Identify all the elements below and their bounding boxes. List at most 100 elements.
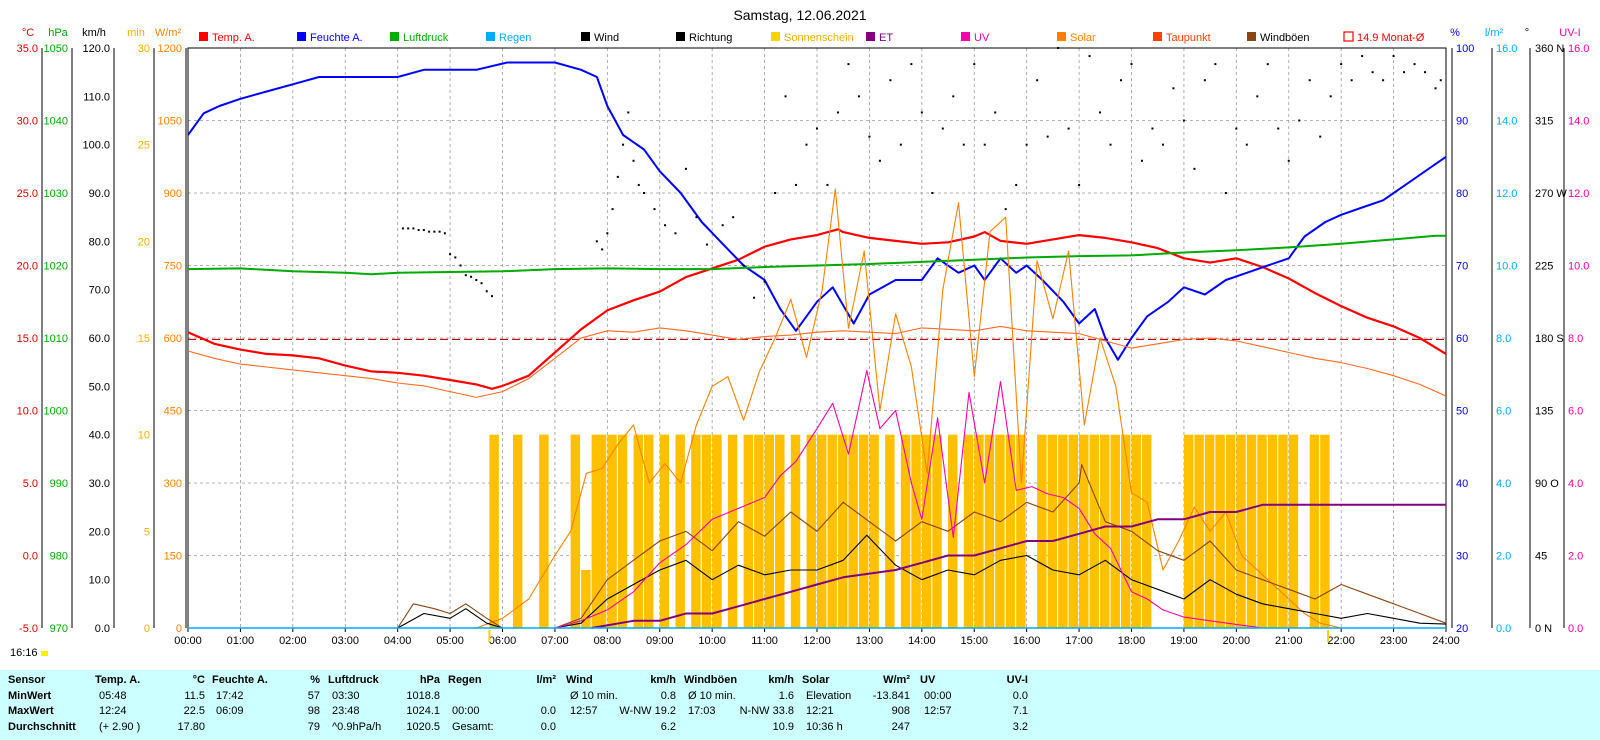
- direction-dot: [868, 135, 871, 138]
- legend-label: Windböen: [1260, 32, 1310, 44]
- panel-col-head: Feuchte A.: [212, 674, 268, 686]
- direction-dot: [480, 282, 483, 285]
- panel-cell-value: W-NW 19.2: [619, 705, 676, 717]
- sunshine-bar: [963, 434, 974, 628]
- axis-unit-temp: °C: [22, 27, 34, 39]
- axis-tick-sun: 25: [138, 140, 150, 152]
- sunshine-bar: [1079, 434, 1089, 628]
- axis-tick-dir: 360 N: [1535, 43, 1564, 55]
- panel-cell-label: 06:09: [216, 705, 244, 717]
- direction-dot: [684, 167, 687, 170]
- direction-dot: [1193, 167, 1196, 170]
- axis-tick-uv: 6.0: [1568, 406, 1583, 418]
- sunshine-bar: [1141, 434, 1152, 628]
- axis-tick-hum: 40: [1456, 478, 1468, 490]
- x-tick-label: 00:00: [174, 635, 202, 647]
- direction-dot: [449, 253, 452, 256]
- panel-cell-label: ^0.9hPa/h: [332, 720, 382, 733]
- axis-tick-temp: 5.0: [23, 478, 38, 490]
- axis-tick-hum: 90: [1456, 116, 1468, 128]
- direction-dot: [417, 229, 420, 232]
- x-tick-label: 16:00: [1013, 635, 1041, 647]
- direction-dot: [443, 232, 446, 235]
- axis-tick-wind: 90.0: [89, 188, 110, 200]
- direction-dot: [1214, 63, 1217, 66]
- direction-dot: [1392, 55, 1395, 58]
- direction-dot: [622, 143, 625, 146]
- sunshine-bar: [858, 434, 869, 628]
- direction-dot: [1350, 79, 1353, 82]
- x-tick-label: 07:00: [541, 635, 569, 647]
- direction-dot: [1361, 55, 1364, 58]
- x-tick-label: 14:00: [908, 635, 936, 647]
- axis-tick-temp: -5.0: [19, 623, 38, 635]
- chart-title: Samstag, 12.06.2021: [733, 7, 866, 23]
- axis-tick-uv: 2.0: [1568, 551, 1583, 563]
- direction-dot: [632, 159, 635, 162]
- axis-tick-sun: 5: [144, 526, 150, 538]
- panel-cell-label: 17:03: [688, 705, 716, 717]
- direction-dot: [1329, 95, 1332, 98]
- axis-tick-sun: 20: [138, 236, 150, 248]
- axis-tick-press: 1000: [44, 406, 68, 418]
- axis-tick-sun: 10: [138, 430, 150, 442]
- x-tick-label: 21:00: [1275, 635, 1303, 647]
- sunshine-bar: [974, 434, 984, 628]
- axis-tick-solar: 0: [176, 623, 182, 635]
- x-tick-label: 12:00: [803, 635, 831, 647]
- sunshine-bar: [727, 434, 738, 628]
- x-tick-label: 05:00: [436, 635, 464, 647]
- x-tick-label: 06:00: [489, 635, 517, 647]
- sunshine-bar: [644, 434, 654, 628]
- axis-unit-uv: UV-I: [1559, 27, 1580, 39]
- panel-col-unit: hPa: [419, 674, 440, 686]
- series-line: [476, 188, 1342, 629]
- panel-col-unit: W/m²: [883, 674, 910, 686]
- sunshine-bar: [1183, 434, 1194, 628]
- legend-label: 14.9 Monat-Ø: [1357, 32, 1425, 44]
- axis-tick-press: 1030: [44, 188, 68, 200]
- axis-tick-rain: 6.0: [1496, 406, 1511, 418]
- axis-tick-dir: 135: [1535, 406, 1553, 418]
- direction-dot: [1046, 135, 1049, 138]
- legend-label: Luftdruck: [403, 32, 449, 44]
- panel-cell-label: (+ 2.90 ): [99, 720, 141, 733]
- x-tick-label: 15:00: [960, 635, 988, 647]
- x-tick-label: 10:00: [698, 635, 726, 647]
- sunshine-bar: [754, 434, 764, 628]
- axis-tick-rain: 0.0: [1496, 623, 1511, 635]
- axis-tick-uv: 4.0: [1568, 478, 1583, 490]
- legend-label: ET: [879, 32, 893, 44]
- x-tick-label: 11:00: [751, 635, 778, 647]
- direction-dot: [878, 159, 881, 162]
- x-tick-label: 13:00: [856, 635, 884, 647]
- axis-tick-hum: 100: [1456, 43, 1474, 55]
- x-tick-label: 03:00: [331, 635, 359, 647]
- sunshine-bar: [1267, 434, 1278, 628]
- axis-tick-rain: 2.0: [1496, 551, 1511, 563]
- legend-swatch: [866, 32, 875, 41]
- legend-label: Sonnenschein: [784, 32, 854, 44]
- axis-tick-press: 980: [50, 551, 68, 563]
- panel-row-label: Sensor: [8, 674, 46, 686]
- sunshine-bar: [1225, 434, 1236, 628]
- axis-tick-sun: 15: [138, 333, 150, 345]
- sunshine-bar: [1047, 434, 1058, 628]
- axis-tick-temp: 10.0: [17, 406, 38, 418]
- panel-cell-label: Gesamt:: [452, 720, 494, 733]
- direction-dot: [491, 295, 494, 298]
- axis-unit-solar: W/m²: [155, 27, 182, 39]
- axis-tick-solar: 750: [164, 261, 182, 273]
- panel-cell-label: 12:57: [924, 705, 952, 717]
- direction-dot: [1203, 79, 1206, 82]
- axis-tick-hum: 60: [1456, 333, 1468, 345]
- legend-label: UV: [974, 32, 990, 44]
- sunshine-bar: [885, 434, 895, 628]
- panel-cell-value: 17.80: [177, 720, 205, 733]
- sunshine-bar: [633, 434, 643, 628]
- sunshine-bar: [775, 434, 785, 628]
- panel-col-unit: %: [310, 674, 320, 686]
- sunshine-bar: [712, 434, 722, 628]
- axis-tick-solar: 900: [164, 188, 182, 200]
- direction-dot: [1413, 63, 1416, 66]
